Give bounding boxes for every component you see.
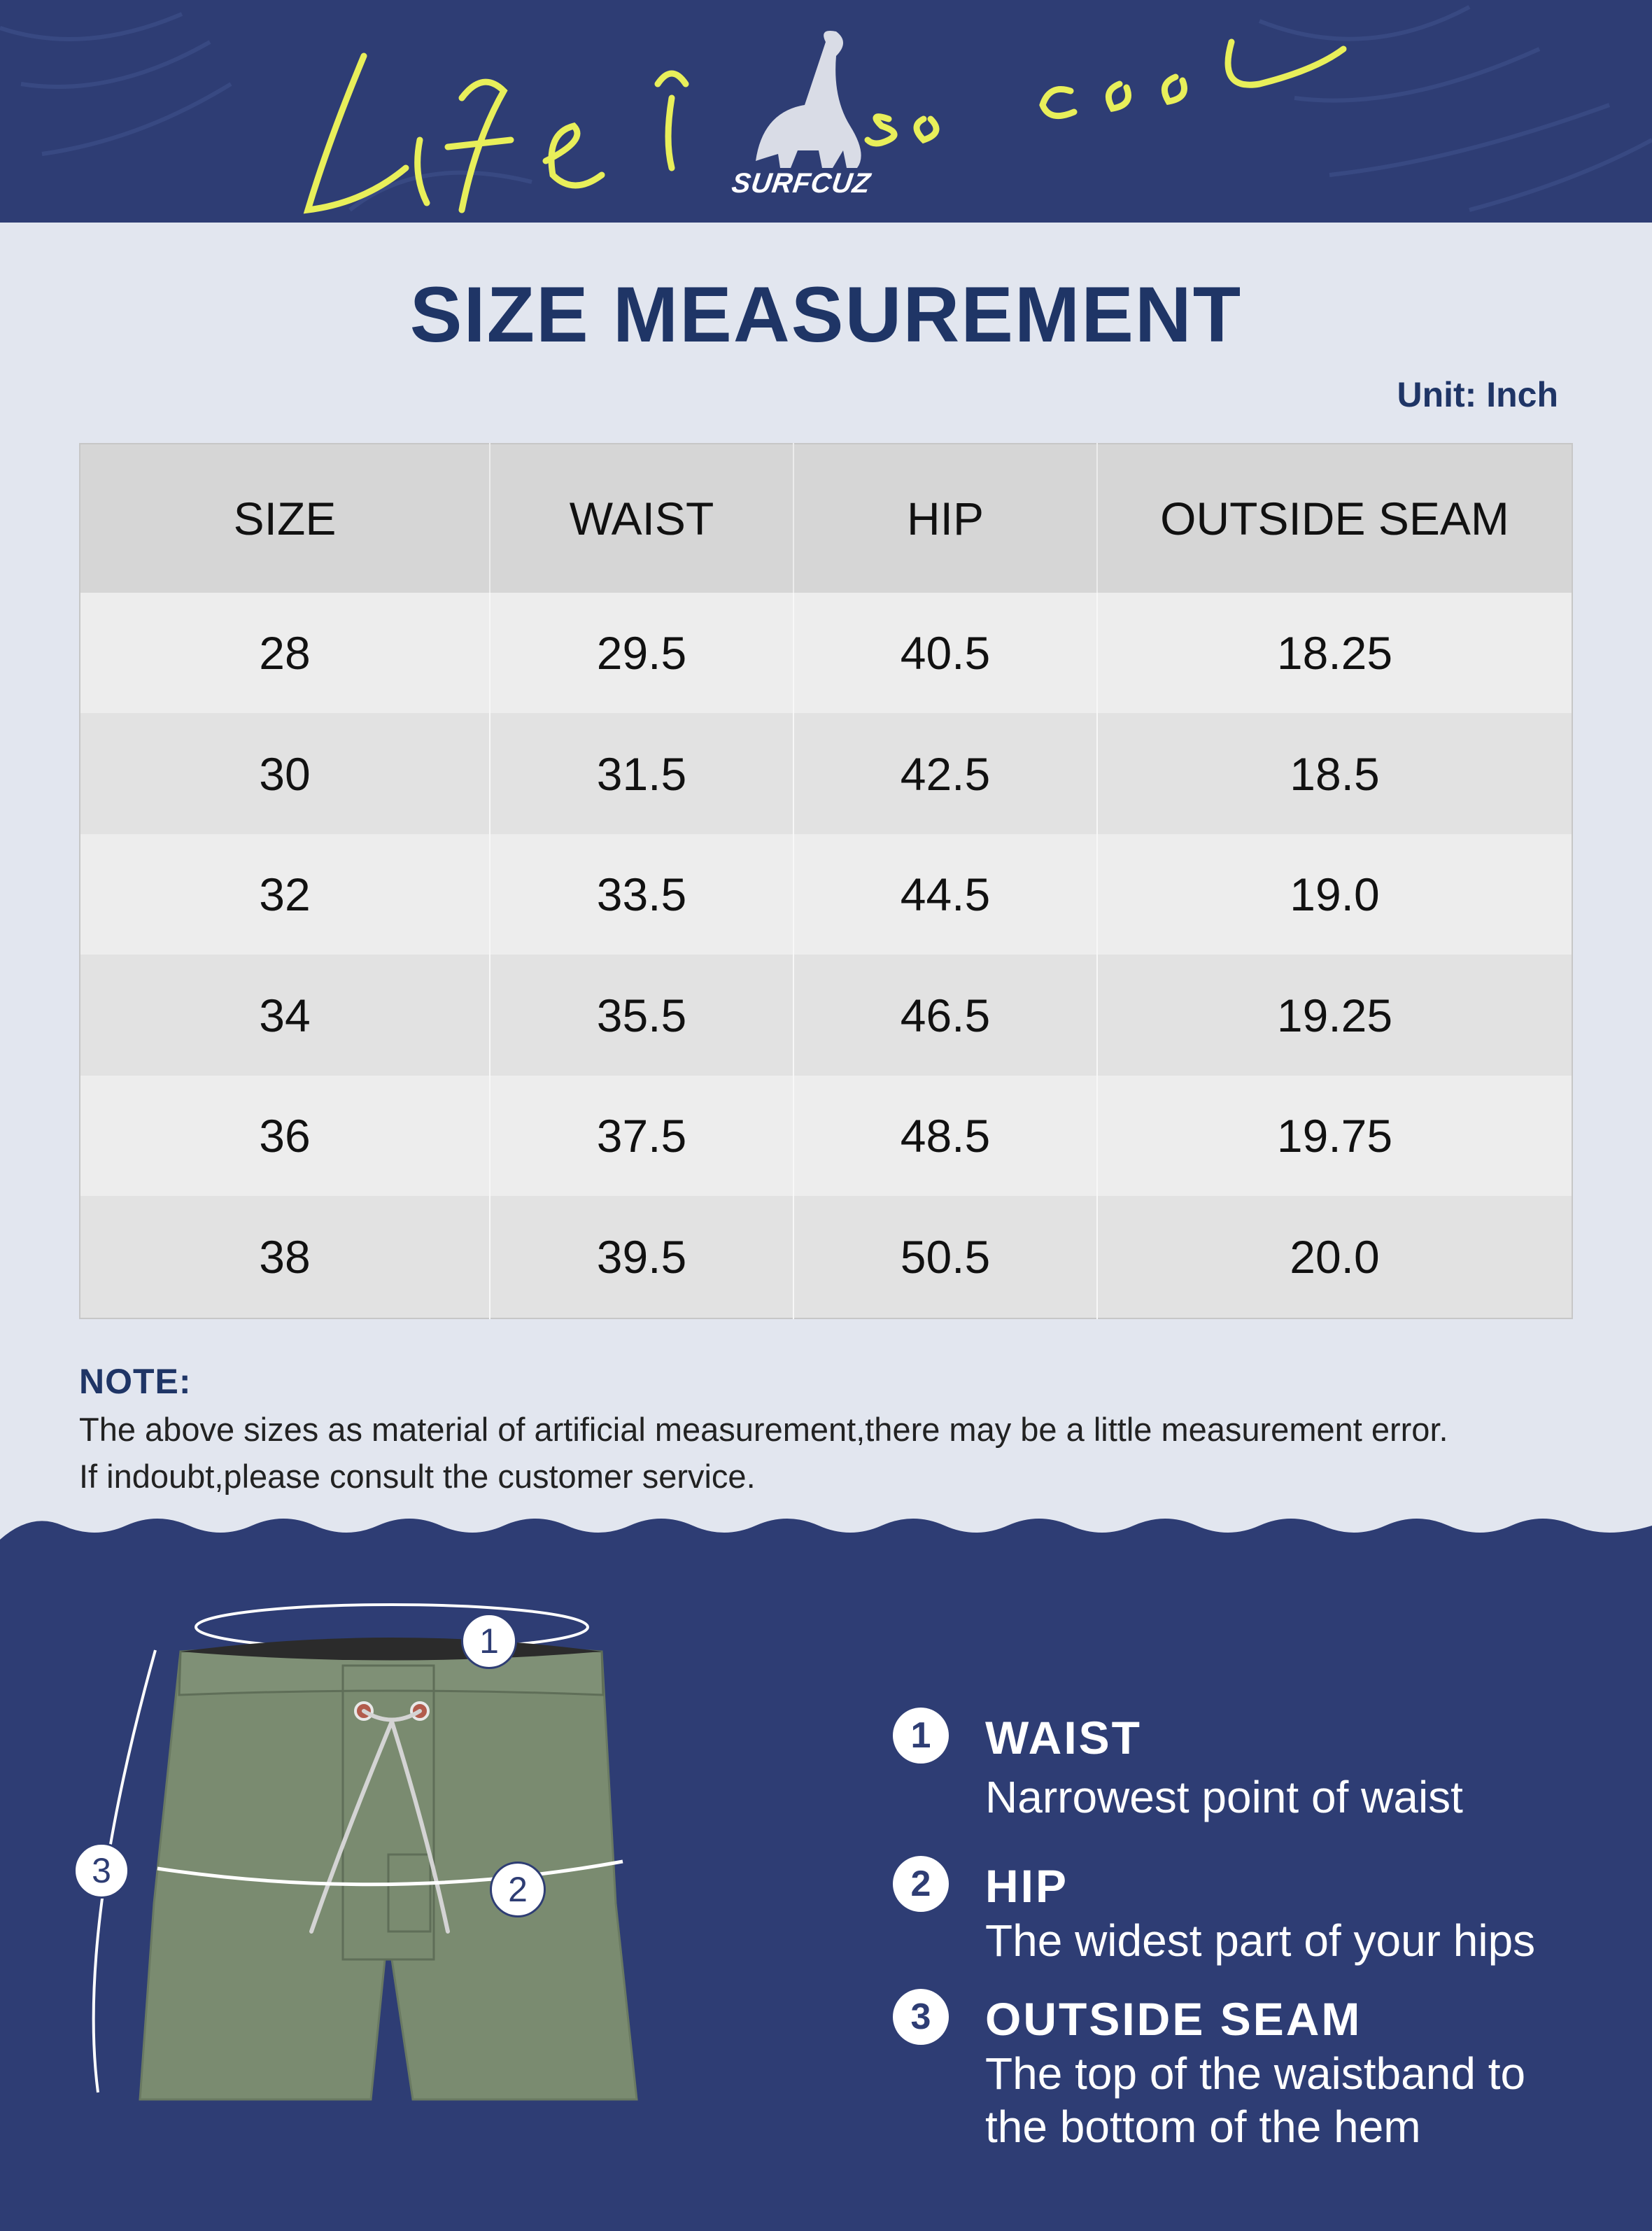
page-title: SIZE MEASUREMENT <box>409 271 1243 358</box>
legend-number-3: 3 <box>893 1989 949 2045</box>
cell-outside-seam: 19.25 <box>1097 955 1572 1076</box>
header-size: SIZE <box>80 444 490 593</box>
cell-waist: 39.5 <box>490 1196 794 1318</box>
waist-marker: 1 <box>461 1613 517 1669</box>
table-row: 36 37.5 48.5 19.75 <box>80 1075 1572 1197</box>
table-row: 34 35.5 46.5 19.25 <box>80 955 1572 1076</box>
cell-outside-seam: 18.5 <box>1097 713 1572 834</box>
legend-desc-waist: Narrowest point of waist <box>985 1772 1463 1822</box>
note-line-2: If indoubt,please consult the customer s… <box>79 1458 756 1495</box>
cell-waist: 31.5 <box>490 713 794 834</box>
cell-size: 38 <box>80 1196 490 1318</box>
legend-number-2: 2 <box>893 1856 949 1912</box>
cell-size: 32 <box>80 833 490 955</box>
cell-size: 28 <box>80 593 490 714</box>
header-outside-seam: OUTSIDE SEAM <box>1097 444 1572 593</box>
cell-hip: 46.5 <box>793 955 1098 1076</box>
legend-title-outside-seam: OUTSIDE SEAM <box>985 1993 1362 2045</box>
table-row: 30 31.5 42.5 18.5 <box>80 713 1572 834</box>
cell-hip: 50.5 <box>793 1196 1098 1318</box>
note-line-1: The above sizes as material of artificia… <box>79 1411 1448 1448</box>
cell-waist: 37.5 <box>490 1075 794 1197</box>
legend-title-hip: HIP <box>985 1860 1069 1912</box>
cell-outside-seam: 18.25 <box>1097 593 1572 714</box>
cell-waist: 35.5 <box>490 955 794 1076</box>
cell-hip: 44.5 <box>793 833 1098 955</box>
table-row: 28 29.5 40.5 18.25 <box>80 593 1572 714</box>
header-waist: WAIST <box>490 444 794 593</box>
note-heading: NOTE: <box>79 1362 192 1401</box>
outside-seam-marker: 3 <box>73 1843 129 1899</box>
hip-marker: 2 <box>490 1861 546 1917</box>
dinosaur-logo <box>756 31 861 168</box>
shorts-diagram <box>92 1603 638 2101</box>
legend-desc-outside-seam-1: The top of the waistband to <box>985 2048 1526 2099</box>
header-hip: HIP <box>793 444 1098 593</box>
legend-title-waist: WAIST <box>985 1712 1142 1764</box>
cell-hip: 48.5 <box>793 1075 1098 1197</box>
legend-desc-outside-seam-2: the bottom of the hem <box>985 2102 1421 2152</box>
cell-outside-seam: 19.75 <box>1097 1075 1572 1197</box>
cell-size: 36 <box>80 1075 490 1197</box>
cell-waist: 29.5 <box>490 593 794 714</box>
unit-label: Unit: Inch <box>1397 375 1558 414</box>
measurement-guide-section: 1 2 3 1 WAIST Narrowest point of waist 2… <box>0 1512 1652 2231</box>
cell-size: 34 <box>80 955 490 1076</box>
header-banner: SURFCUZ <box>0 0 1652 223</box>
brand-logo-text: SURFCUZ <box>729 168 873 199</box>
cell-hip: 40.5 <box>793 593 1098 714</box>
palm-leaf-pattern <box>0 5 1652 214</box>
cell-hip: 42.5 <box>793 713 1098 834</box>
script-logo <box>303 38 1347 214</box>
table-row: 32 33.5 44.5 19.0 <box>80 833 1572 955</box>
cell-size: 30 <box>80 713 490 834</box>
cell-outside-seam: 20.0 <box>1097 1196 1572 1318</box>
cell-waist: 33.5 <box>490 833 794 955</box>
table-row: 38 39.5 50.5 20.0 <box>80 1196 1572 1318</box>
legend-desc-hip: The widest part of your hips <box>985 1915 1536 1966</box>
table-header-row: SIZE WAIST HIP OUTSIDE SEAM <box>80 444 1572 593</box>
legend-number-1: 1 <box>893 1708 949 1764</box>
cell-outside-seam: 19.0 <box>1097 833 1572 955</box>
size-table: SIZE WAIST HIP OUTSIDE SEAM 28 29.5 40.5… <box>79 443 1573 1319</box>
